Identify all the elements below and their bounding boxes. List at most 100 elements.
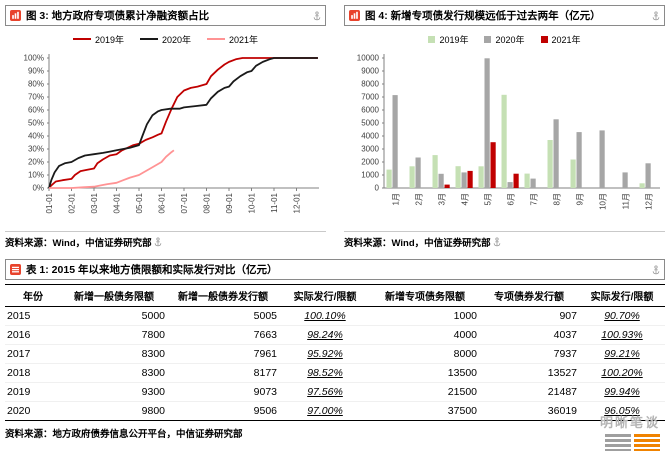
bar-2019年-9月 — [570, 159, 576, 188]
svg-text:12-01: 12-01 — [293, 192, 302, 213]
anchor-icon — [493, 237, 501, 247]
svg-text:90%: 90% — [28, 67, 44, 76]
cell-value: 9300 — [61, 382, 167, 402]
cell-value: 100.10% — [279, 306, 371, 326]
cell-value: 96.05% — [579, 401, 665, 421]
svg-text:10000: 10000 — [357, 54, 380, 63]
svg-text:8月: 8月 — [553, 193, 562, 205]
svg-text:7000: 7000 — [361, 93, 379, 102]
column-header: 实际发行/限额 — [579, 284, 665, 307]
bar-2020年-5月 — [484, 58, 490, 188]
cell-value: 98.52% — [279, 363, 371, 383]
svg-text:2月: 2月 — [415, 193, 424, 205]
svg-text:06-01: 06-01 — [158, 192, 167, 213]
watermark-text: 明晰笔谈 — [599, 415, 660, 430]
bar-2019年-6月 — [501, 94, 507, 188]
watermark-logo-gray-block — [605, 434, 631, 451]
figure-3-line-chart: 0% 10% 20% 30% 40% 50% 60% 70% 80% 90% 100% 01-01 02… — [24, 54, 319, 213]
line-series-2019年 — [48, 57, 318, 189]
legend-label: 2020年 — [495, 34, 525, 45]
cell-value: 7663 — [167, 325, 279, 345]
cell-value: 8300 — [61, 344, 167, 364]
figure-3-header: 图 3: 地方政府专项债累计净融资额占比 — [5, 5, 326, 26]
svg-text:10月: 10月 — [599, 193, 608, 210]
svg-text:11-01: 11-01 — [270, 192, 279, 212]
table-1-title: 表 1: 2015 年以来地方债限额和实际发行对比（亿元） — [26, 264, 278, 276]
svg-text:3000: 3000 — [361, 145, 379, 154]
svg-text:07-01: 07-01 — [180, 192, 189, 213]
table-figure-icon — [10, 264, 21, 275]
bar-2020年-12月 — [645, 163, 651, 188]
column-header: 实际发行/限额 — [279, 284, 371, 307]
bar-2019年-8月 — [547, 140, 553, 188]
svg-text:09-01: 09-01 — [225, 192, 234, 213]
svg-text:1月: 1月 — [392, 193, 401, 205]
legend-swatch — [72, 38, 91, 40]
cell-value: 9800 — [61, 401, 167, 421]
table-row: 2017 8300 7961 95.92% 8000 7937 99.21% — [5, 344, 665, 364]
cell-value: 5000 — [61, 306, 167, 326]
svg-text:40%: 40% — [28, 132, 44, 141]
bar-2019年-4月 — [455, 166, 461, 188]
cell-value: 100.20% — [579, 363, 665, 383]
legend-item: 2021年 — [207, 33, 258, 46]
bar-2019年-1月 — [386, 169, 392, 188]
table-row: 2019 9300 9073 97.56% 21500 21487 99.94% — [5, 382, 665, 402]
bar-2020年-10月 — [599, 130, 605, 188]
figure-4-title: 图 4: 新增专项债发行规模远低于过去两年（亿元） — [365, 10, 601, 22]
cell-value: 4000 — [371, 325, 479, 345]
svg-text:03-01: 03-01 — [90, 192, 99, 213]
svg-text:3月: 3月 — [438, 193, 447, 205]
svg-text:2000: 2000 — [361, 158, 379, 167]
cell-value: 7800 — [61, 325, 167, 345]
svg-text:0: 0 — [375, 184, 380, 193]
cell-value: 90.70% — [579, 306, 665, 326]
bar-2020年-9月 — [576, 132, 582, 188]
cell-value: 8300 — [61, 363, 167, 383]
legend-swatch — [540, 35, 548, 43]
cell-value: 99.21% — [579, 344, 665, 364]
svg-text:5月: 5月 — [484, 193, 493, 205]
figure-4-header: 图 4: 新增专项债发行规模远低于过去两年（亿元） — [344, 5, 665, 26]
legend-swatch — [484, 35, 492, 43]
svg-text:50%: 50% — [28, 119, 44, 128]
legend-item: 2019年 — [72, 33, 124, 46]
cell-value: 95.92% — [279, 344, 371, 364]
cell-value: 9073 — [167, 382, 279, 402]
svg-text:11月: 11月 — [622, 193, 631, 209]
svg-text:10-01: 10-01 — [248, 192, 257, 213]
svg-text:6000: 6000 — [361, 106, 379, 115]
column-header: 新增专项债务限额 — [371, 284, 479, 307]
legend-item: 2020年 — [139, 33, 192, 46]
svg-text:30%: 30% — [28, 145, 44, 154]
figure-4-source: 资料来源：Wind，中信证券研究部 — [344, 231, 665, 249]
svg-text:80%: 80% — [28, 80, 44, 89]
watermark: 明晰笔谈 — [600, 412, 660, 451]
legend-item: 2020年 — [484, 33, 525, 46]
bar-2019年-3月 — [432, 155, 438, 188]
column-header: 专项债券发行额 — [479, 284, 579, 307]
chart-figure-icon — [349, 10, 360, 21]
cell-value: 37500 — [371, 401, 479, 421]
figure-4-bar-chart: 0 1000 2000 3000 4000 5000 6000 7000 8000 9000 100… — [357, 54, 660, 210]
bar-2021年-4月 — [467, 170, 473, 188]
column-header: 年份 — [5, 284, 61, 307]
anchor-icon — [313, 10, 321, 21]
cell-value: 97.00% — [279, 401, 371, 421]
cell-value: 36019 — [479, 401, 579, 421]
cell-year: 2019 — [5, 382, 61, 402]
anchor-icon — [154, 237, 162, 247]
svg-text:04-01: 04-01 — [113, 192, 122, 213]
svg-text:02-01: 02-01 — [68, 192, 77, 213]
figure-4-panel: 图 4: 新增专项债发行规模远低于过去两年（亿元） 2019年 2020年 2021… — [344, 5, 665, 249]
cell-value: 9506 — [167, 401, 279, 421]
cell-year: 2017 — [5, 344, 61, 364]
svg-text:0%: 0% — [32, 184, 44, 193]
charts-row: 图 3: 地方政府专项债累计净融资额占比 2019年 2020年 2021年 0% 1… — [5, 5, 665, 249]
legend-label: 2020年 — [161, 34, 192, 45]
svg-text:12月: 12月 — [645, 193, 654, 210]
source-text: 资料来源：Wind，中信证券研究部 — [344, 238, 491, 249]
legend-label: 2021年 — [551, 34, 581, 45]
legend-swatch — [428, 35, 436, 43]
